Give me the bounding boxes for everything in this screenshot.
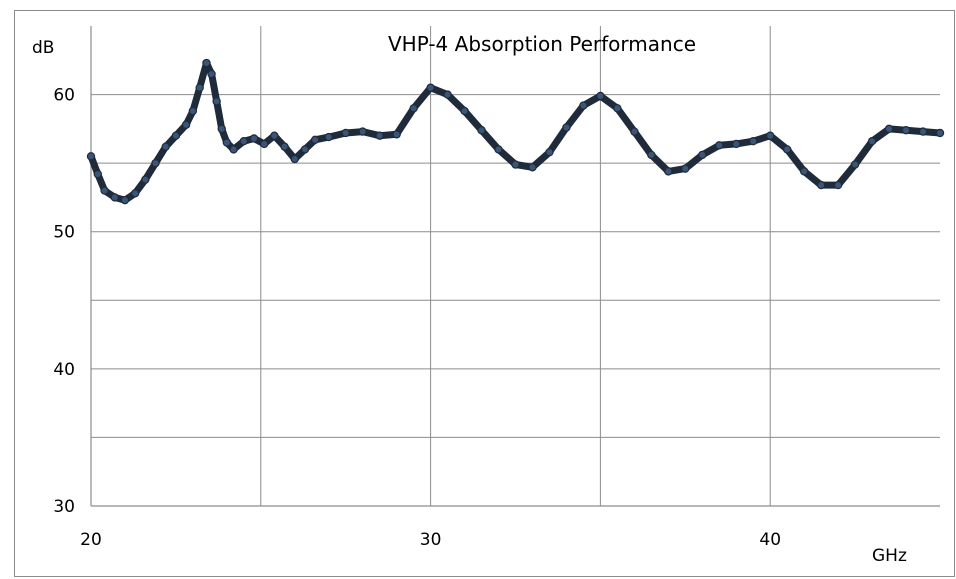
data-series — [86, 58, 945, 205]
data-point — [86, 152, 96, 161]
data-point — [545, 147, 554, 157]
data-point — [426, 83, 435, 92]
data-point — [409, 104, 418, 113]
data-point — [443, 90, 452, 99]
data-point — [229, 145, 238, 154]
data-point — [732, 139, 741, 149]
data-point — [833, 180, 843, 190]
data-point — [867, 136, 877, 146]
x-tick-label: 20 — [80, 530, 102, 550]
data-point — [151, 158, 160, 168]
data-point — [195, 83, 204, 92]
data-point — [130, 189, 140, 198]
data-point — [239, 136, 249, 146]
data-point — [647, 150, 656, 160]
data-point — [935, 128, 945, 138]
data-point — [511, 160, 520, 169]
data-point — [181, 120, 191, 129]
y-tick-label: 50 — [53, 223, 75, 243]
series-line — [87, 59, 944, 204]
data-point — [280, 142, 289, 151]
chart-title: VHP-4 Absorption Performance — [388, 32, 696, 56]
data-point — [782, 145, 792, 154]
data-point — [93, 169, 102, 179]
data-point — [100, 186, 109, 195]
data-point — [217, 124, 226, 134]
data-point — [477, 126, 486, 135]
y-tick-label: 40 — [53, 360, 75, 380]
data-point — [884, 124, 894, 134]
data-point — [528, 163, 537, 172]
data-point — [110, 193, 119, 202]
data-point — [171, 131, 181, 140]
data-point — [341, 128, 350, 138]
data-point — [698, 150, 707, 160]
data-point — [664, 167, 673, 176]
data-point — [579, 101, 588, 110]
data-point — [766, 131, 775, 140]
data-point — [270, 131, 279, 140]
data-point — [310, 135, 320, 145]
data-point — [715, 141, 724, 150]
y-tick-label: 60 — [53, 86, 75, 106]
x-tick-label: 40 — [759, 530, 781, 550]
data-point — [290, 154, 299, 164]
data-point — [816, 180, 826, 190]
data-point — [300, 145, 310, 154]
data-point — [207, 69, 216, 79]
data-point — [212, 97, 221, 106]
y-tick-label: 30 — [53, 497, 75, 517]
x-tick-label: 30 — [420, 530, 442, 550]
data-point — [120, 195, 130, 205]
data-point — [799, 167, 809, 176]
data-point — [222, 138, 232, 147]
data-point — [460, 106, 469, 116]
data-point — [749, 136, 758, 146]
data-point — [202, 58, 211, 68]
data-point — [681, 164, 690, 173]
data-point — [613, 104, 622, 113]
data-point — [188, 106, 198, 116]
data-point — [249, 134, 259, 143]
data-point — [259, 139, 269, 149]
x-axis-label: GHz — [872, 546, 907, 566]
data-point — [494, 145, 503, 154]
data-point — [630, 127, 639, 136]
chart-border — [14, 10, 955, 577]
data-point — [901, 126, 911, 135]
data-point — [375, 131, 384, 140]
data-point — [918, 127, 928, 136]
data-point — [850, 160, 860, 169]
data-point — [141, 175, 150, 184]
data-point — [392, 130, 401, 139]
data-point — [562, 123, 571, 132]
data-point — [161, 142, 170, 151]
data-point — [358, 127, 367, 136]
data-point — [324, 132, 333, 142]
y-axis-label: dB — [32, 38, 54, 58]
data-point — [596, 91, 605, 101]
